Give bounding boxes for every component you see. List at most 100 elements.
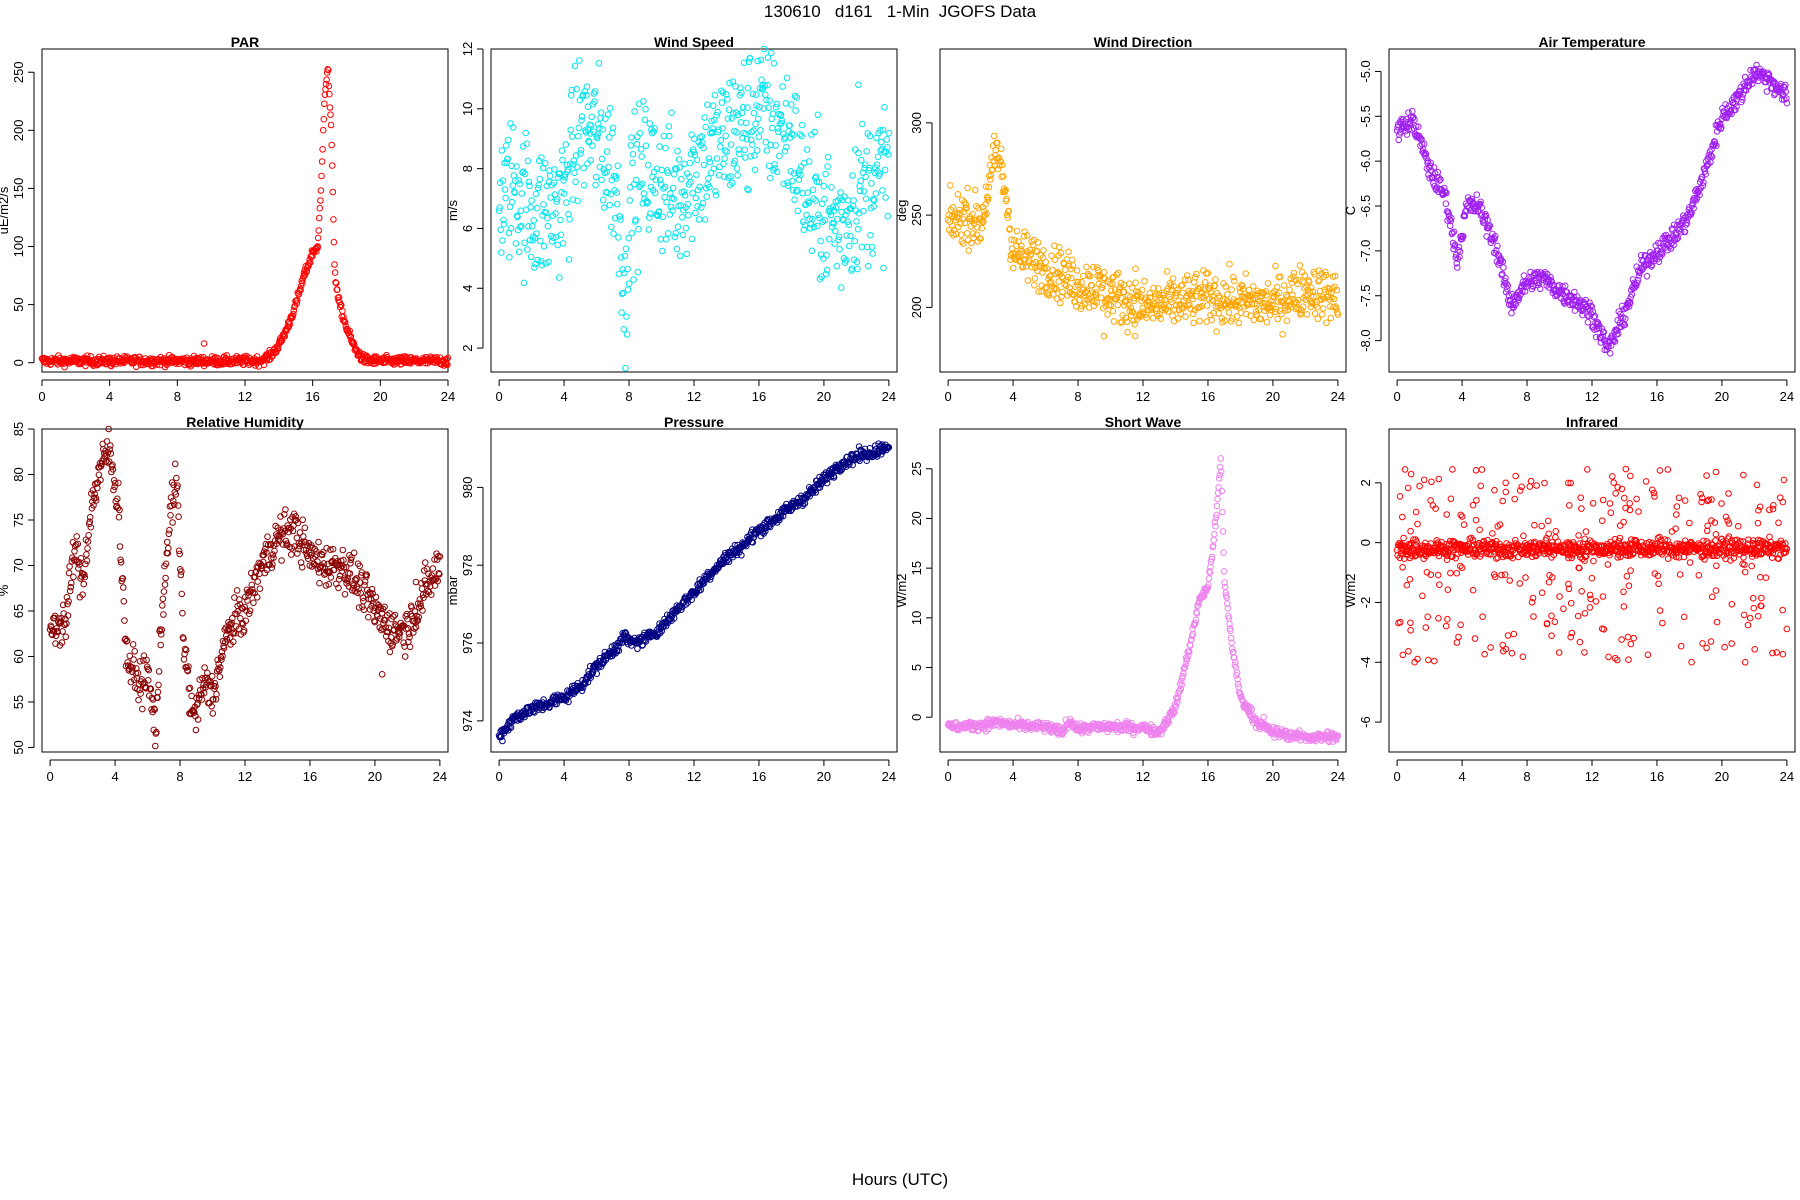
data-point bbox=[512, 240, 520, 247]
data-point bbox=[880, 264, 887, 272]
data-point bbox=[552, 210, 559, 217]
data-point bbox=[314, 243, 322, 250]
data-point bbox=[667, 190, 674, 197]
data-point bbox=[567, 126, 575, 134]
data-point bbox=[1286, 286, 1293, 294]
data-point bbox=[725, 106, 733, 113]
data-point bbox=[1606, 350, 1614, 357]
data-point bbox=[531, 264, 538, 271]
data-point bbox=[641, 116, 649, 124]
x-tick-label: 20 bbox=[1266, 389, 1280, 404]
y-tick-label: 10 bbox=[909, 611, 924, 625]
data-point bbox=[120, 584, 127, 591]
data-point bbox=[577, 146, 585, 154]
data-point bbox=[798, 121, 806, 129]
data-point bbox=[316, 204, 324, 212]
data-point bbox=[684, 201, 692, 208]
data-point bbox=[1066, 284, 1073, 292]
data-point bbox=[1118, 318, 1126, 326]
data-point bbox=[656, 143, 663, 150]
y-tick-label: 150 bbox=[11, 178, 26, 200]
data-point bbox=[745, 186, 752, 194]
data-point bbox=[713, 111, 720, 119]
data-point bbox=[646, 120, 654, 127]
data-point bbox=[556, 274, 563, 281]
data-point bbox=[644, 161, 652, 169]
data-point bbox=[532, 190, 540, 198]
data-point bbox=[223, 352, 230, 359]
data-point bbox=[756, 103, 763, 111]
x-tick-label: 4 bbox=[1009, 389, 1016, 404]
y-tick-label: -5.0 bbox=[1358, 60, 1373, 82]
data-point bbox=[874, 153, 882, 161]
data-point bbox=[853, 258, 861, 266]
y-tick-label: 70 bbox=[11, 558, 26, 572]
data-point bbox=[1059, 288, 1066, 296]
data-point bbox=[693, 156, 701, 164]
data-point bbox=[391, 611, 399, 619]
data-point bbox=[84, 545, 91, 552]
x-tick-label: 4 bbox=[560, 389, 567, 404]
data-point bbox=[530, 233, 537, 240]
data-point bbox=[578, 117, 585, 124]
data-point bbox=[592, 181, 599, 189]
data-point bbox=[705, 155, 713, 162]
y-tick-label: 75 bbox=[11, 513, 26, 527]
data-point bbox=[757, 126, 764, 134]
x-tick-label: 0 bbox=[496, 769, 503, 784]
data-point bbox=[674, 147, 681, 155]
data-point bbox=[724, 95, 731, 103]
data-point bbox=[335, 293, 343, 301]
data-point bbox=[621, 252, 629, 260]
data-point bbox=[315, 538, 322, 546]
data-point bbox=[324, 66, 332, 73]
data-point bbox=[1134, 292, 1142, 300]
data-point bbox=[719, 89, 727, 96]
data-point bbox=[843, 232, 850, 239]
data-point bbox=[290, 307, 298, 314]
data-point bbox=[523, 140, 531, 148]
data-point bbox=[961, 219, 969, 227]
data-point bbox=[748, 128, 756, 136]
data-point bbox=[200, 340, 208, 347]
data-point bbox=[1213, 328, 1220, 335]
data-point bbox=[1128, 308, 1136, 315]
data-point bbox=[1064, 273, 1072, 281]
data-point bbox=[509, 124, 517, 131]
data-point bbox=[1143, 314, 1150, 322]
data-point bbox=[642, 142, 650, 149]
data-point bbox=[1283, 317, 1291, 325]
data-point bbox=[524, 246, 531, 253]
data-point bbox=[1050, 291, 1057, 298]
data-point bbox=[683, 170, 691, 177]
data-point bbox=[1555, 281, 1563, 289]
data-point bbox=[773, 168, 781, 176]
y-axis-label: uE/m2/s bbox=[0, 186, 11, 234]
data-point bbox=[444, 361, 451, 369]
data-point bbox=[1004, 214, 1012, 221]
data-point bbox=[1061, 281, 1068, 288]
data-point bbox=[115, 513, 123, 521]
data-point bbox=[131, 648, 138, 655]
data-point bbox=[1090, 263, 1097, 271]
data-point bbox=[739, 104, 747, 111]
data-point bbox=[823, 251, 830, 259]
y-tick-label: 300 bbox=[909, 112, 924, 134]
data-point bbox=[810, 223, 818, 231]
data-point bbox=[511, 189, 519, 197]
data-point bbox=[628, 229, 636, 237]
x-tick-label: 20 bbox=[817, 389, 831, 404]
data-point bbox=[1054, 269, 1062, 277]
data-point bbox=[716, 163, 724, 171]
data-point bbox=[110, 486, 117, 494]
data-point bbox=[544, 222, 552, 230]
data-point bbox=[1144, 297, 1152, 305]
data-point bbox=[737, 119, 745, 126]
data-point bbox=[1032, 258, 1040, 266]
data-point bbox=[107, 442, 114, 449]
data-point bbox=[709, 102, 717, 109]
data-point bbox=[157, 641, 164, 649]
data-point bbox=[994, 165, 1002, 173]
data-point bbox=[1033, 248, 1041, 255]
